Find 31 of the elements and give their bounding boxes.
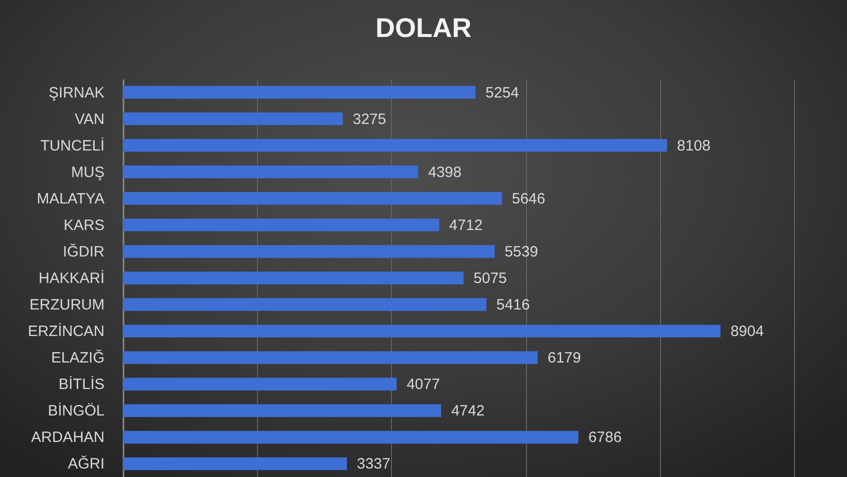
data-label: 4742 (451, 402, 485, 420)
data-label: 6179 (548, 350, 581, 367)
data-label: 4077 (406, 376, 440, 394)
y-tick-label: VAN (74, 110, 104, 128)
y-tick-label: AĞRI (68, 454, 104, 473)
y-tick-label: TUNCELİ (40, 136, 104, 154)
y-tick-label: MUŞ (71, 164, 104, 181)
chart-title: DOLAR (376, 13, 472, 43)
data-label: 3337 (356, 456, 390, 473)
data-label: 4398 (428, 164, 462, 181)
data-label: 5075 (474, 270, 507, 287)
y-tick-label: ARDAHAN (31, 429, 104, 446)
data-label: 8904 (730, 323, 764, 340)
y-tick-label: HAKKARİ (38, 269, 104, 287)
y-tick-label: KARS (64, 216, 104, 234)
y-tick-label: ERZURUM (30, 296, 104, 314)
data-label: 5539 (504, 243, 538, 260)
y-tick-label: ŞIRNAK (48, 84, 104, 102)
data-label: 3275 (352, 110, 386, 128)
y-tick-label: ELAZIĞ (51, 348, 104, 367)
y-tick-label: ERZİNCAN (28, 322, 104, 340)
data-label: 6786 (588, 429, 622, 446)
y-tick-label: BİTLİS (58, 375, 104, 394)
y-tick-label: MALATYA (36, 190, 104, 208)
y-tick-label: BİNGÖL (48, 402, 104, 420)
data-label: 5646 (512, 190, 546, 208)
data-label: 4712 (449, 216, 483, 234)
y-tick-label: IĞDIR (62, 242, 105, 260)
data-label: 8108 (677, 137, 710, 154)
data-label: 5254 (486, 84, 519, 102)
data-label: 5416 (496, 296, 530, 314)
